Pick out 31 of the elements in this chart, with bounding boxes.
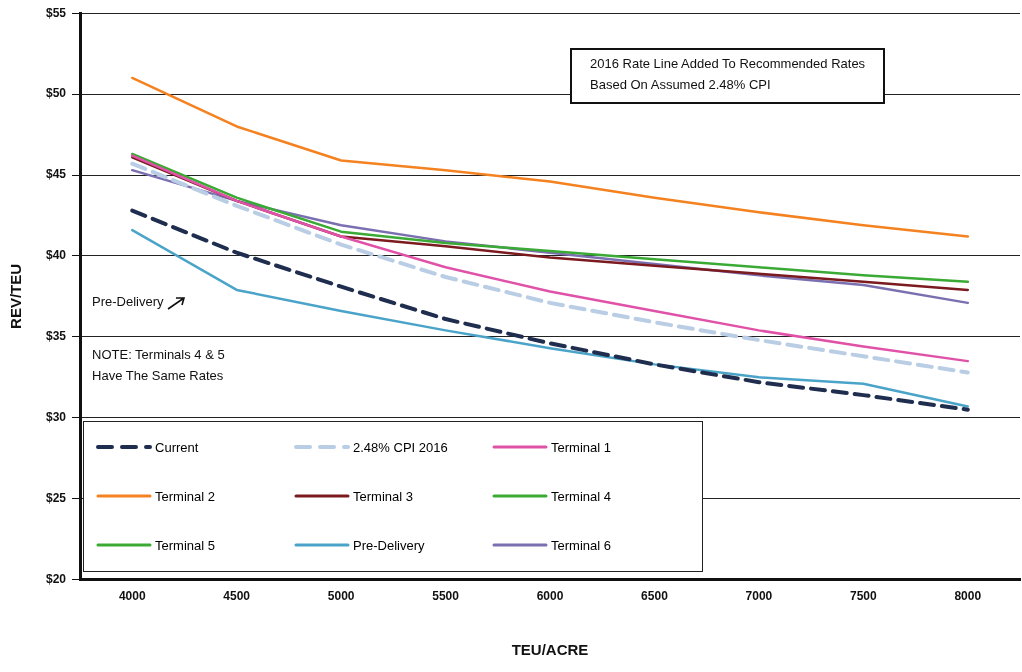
- annotation: NOTE: Terminals 4 & 5 Have The Same Rates: [92, 346, 225, 385]
- x-tick-label: 6000: [536, 589, 564, 604]
- y-tick-label: $45: [45, 167, 67, 182]
- legend-label: Terminal 3: [353, 488, 413, 504]
- x-tick-label: 8000: [954, 589, 982, 604]
- annotation: Pre-Delivery: [92, 293, 164, 312]
- x-tick-label: 7000: [745, 589, 773, 604]
- y-tick-label: $20: [45, 571, 67, 586]
- legend-label: Terminal 5: [155, 537, 215, 553]
- legend-label: Terminal 2: [155, 488, 215, 504]
- x-tick-label: 4000: [118, 589, 146, 604]
- legend-label: Terminal 6: [551, 537, 611, 553]
- y-tick-label: $55: [45, 5, 67, 20]
- x-axis-title: TEU/ACRE: [511, 641, 589, 659]
- x-tick-label: 5000: [327, 589, 355, 604]
- y-tick-label: $25: [45, 491, 67, 505]
- y-tick-label: $35: [45, 329, 67, 344]
- annotation: 2016 Rate Line Added To Recommended Rates Based On Assumed 2.48% CPI: [570, 48, 886, 104]
- x-tick-label: 7500: [849, 589, 878, 604]
- legend-label: Pre-Delivery: [353, 537, 425, 553]
- y-tick-label: $50: [45, 86, 67, 101]
- x-tick-label: 4500: [223, 589, 251, 604]
- legend-label: Terminal 1: [551, 439, 611, 455]
- legend-label: Terminal 4: [551, 488, 611, 504]
- x-tick-label: 6500: [641, 589, 669, 604]
- y-tick-label: $40: [45, 248, 67, 263]
- legend-label: 2.48% CPI 2016: [353, 439, 448, 455]
- x-tick-label: 5500: [432, 589, 460, 604]
- y-axis-title: REV/TEU: [7, 263, 25, 329]
- y-tick-label: $30: [45, 410, 67, 425]
- legend-label: Current: [155, 439, 199, 455]
